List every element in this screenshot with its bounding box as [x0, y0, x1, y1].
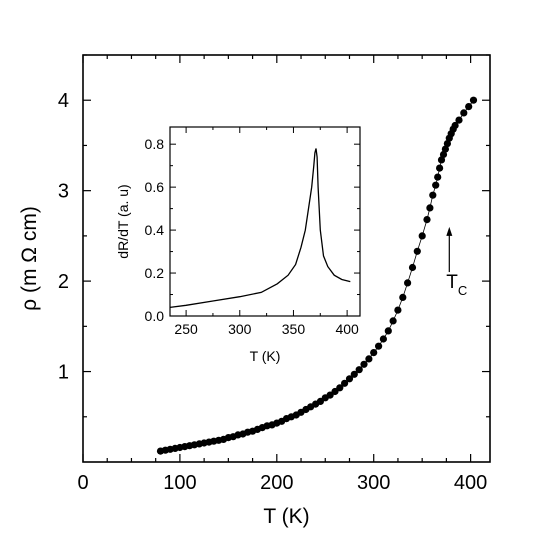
- main-data-point: [439, 150, 448, 159]
- main-data-point: [375, 342, 383, 350]
- main-data-point: [436, 164, 444, 172]
- main-data-point: [429, 191, 437, 199]
- inset-y-axis-label: dR/dT (a. u): [115, 184, 131, 258]
- main-data-point: [418, 232, 426, 240]
- inset-chart: 250 300 350 400 0.0 0.2 0.4 0.6 0.8 T (K) dR/dT …: [115, 126, 361, 364]
- main-data-point: [341, 379, 349, 387]
- tc-arrowhead: [446, 226, 453, 236]
- main-data-point: [434, 173, 442, 181]
- main-y-tick-label: 1: [58, 362, 69, 384]
- main-x-tick-label: 0: [77, 472, 88, 494]
- tc-annotation-sub: C: [458, 283, 467, 298]
- main-data-point: [413, 247, 421, 255]
- inset-y-tick-label: 0.6: [145, 179, 165, 195]
- main-data-point: [451, 121, 459, 130]
- main-x-tick-label: 100: [163, 472, 196, 494]
- main-data-point: [365, 355, 373, 363]
- main-data-point: [394, 306, 402, 314]
- main-tick-labels: 0 100 200 300 400 1 2 3 4: [58, 90, 487, 494]
- main-data-point: [336, 384, 344, 392]
- main-ticks: [82, 54, 490, 462]
- main-data-point: [443, 140, 451, 148]
- main-data-point: [455, 116, 463, 124]
- main-data-point: [350, 370, 358, 378]
- inset-x-axis-label: T (K): [250, 348, 281, 364]
- main-y-tick-label: 4: [58, 90, 69, 112]
- inset-y-tick-label: 0.4: [145, 222, 165, 238]
- main-data-point: [465, 103, 473, 111]
- tc-annotation-main: T: [446, 272, 458, 293]
- main-x-axis-label: T (K): [263, 505, 309, 528]
- main-data-point: [360, 360, 368, 368]
- inset-series-line: [169, 148, 351, 309]
- tc-annotation: TC: [446, 272, 467, 298]
- main-x-tick-label: 300: [357, 472, 390, 494]
- main-chart: 0 100 200 300 400 1 2 3 4 TC T (K) ρ (m Ω cm): [18, 54, 491, 528]
- main-data-point: [370, 349, 378, 357]
- main-x-tick-label: 200: [260, 472, 293, 494]
- main-y-axis-label: ρ (m Ω cm): [18, 206, 41, 311]
- main-data-point: [355, 366, 363, 374]
- main-data-point: [408, 263, 417, 272]
- inset-x-tick-label: 250: [174, 321, 198, 337]
- inset-x-tick-label: 350: [282, 321, 306, 337]
- main-data-point: [460, 109, 468, 117]
- main-data-point: [423, 216, 431, 224]
- inset-x-tick-label: 400: [335, 321, 359, 337]
- main-data-point: [389, 317, 397, 325]
- main-data-point: [379, 335, 387, 343]
- main-series-points: [156, 96, 478, 455]
- main-data-point: [404, 279, 412, 287]
- inset-plot-frame: [169, 126, 361, 317]
- main-data-point: [399, 293, 407, 301]
- inset-y-tick-label: 0.0: [145, 308, 165, 324]
- main-plot-frame: [82, 54, 491, 463]
- main-data-point: [432, 181, 440, 189]
- inset-tick-labels: 250 300 350 400 0.0 0.2 0.4 0.6 0.8: [145, 136, 359, 337]
- inset-y-tick-label: 0.8: [145, 136, 165, 152]
- main-data-point: [437, 156, 446, 164]
- main-data-point: [426, 204, 434, 212]
- main-data-point: [345, 375, 354, 383]
- inset-y-tick-label: 0.2: [145, 265, 165, 281]
- main-data-point: [441, 145, 449, 153]
- main-data-point: [469, 96, 478, 104]
- main-x-tick-label: 400: [454, 472, 487, 494]
- main-y-tick-label: 2: [58, 271, 69, 293]
- main-data-point: [384, 327, 392, 335]
- main-y-tick-label: 3: [58, 181, 69, 203]
- inset-ticks: [170, 127, 360, 317]
- inset-x-tick-label: 300: [228, 321, 252, 337]
